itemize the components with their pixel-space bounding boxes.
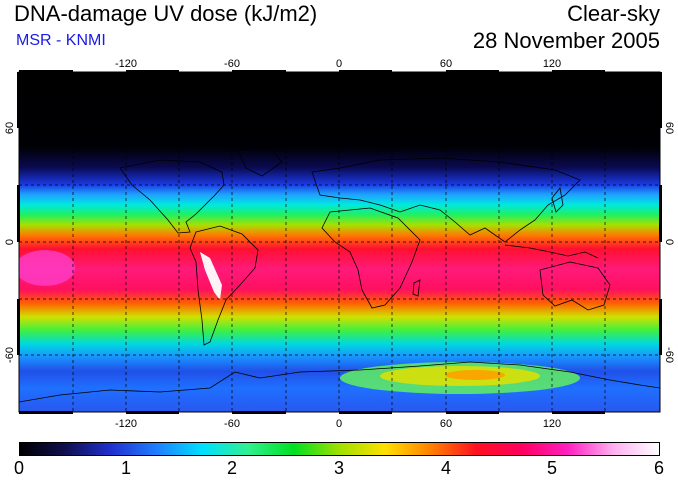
pacific-pink-region [19, 250, 75, 286]
lon-tick-top: -60 [224, 58, 240, 70]
lat-tick-left: 0 [4, 239, 16, 245]
map-title: DNA-damage UV dose (kJ/m2) [14, 1, 318, 26]
lon-tick-bottom: 0 [336, 418, 342, 430]
colorbar-label: 6 [653, 458, 665, 478]
uv-dose-map: -120 -60 0 60 120 -120 -60 0 60 120 60 0… [4, 58, 675, 430]
colorbar-label: 4 [440, 458, 452, 478]
andes-maximum [200, 252, 222, 300]
colorbar-label: 5 [546, 458, 558, 478]
lat-tick-right: 60 [663, 122, 675, 134]
colorbar-label: 0 [13, 458, 25, 478]
lon-tick-top: 60 [440, 58, 452, 70]
lat-tick-right: 0 [663, 239, 675, 245]
source-label: MSR - KNMI [16, 32, 106, 49]
coastlines [19, 147, 660, 403]
lon-tick-bottom: 120 [543, 418, 561, 430]
sky-condition-label: Clear-sky [567, 1, 660, 26]
frame-ticks [17, 70, 662, 414]
colorbar-label: 2 [226, 458, 238, 478]
lon-tick-bottom: -120 [115, 418, 137, 430]
date-label: 28 November 2005 [472, 28, 660, 53]
lon-tick-bottom: 60 [440, 418, 452, 430]
lat-tick-left: 60 [4, 122, 16, 134]
colorbar-label: 1 [120, 458, 132, 478]
lon-tick-bottom: -60 [224, 418, 240, 430]
lon-tick-top: -120 [115, 58, 137, 70]
graticule [19, 72, 660, 412]
lat-tick-left: -60 [4, 347, 16, 363]
antarctic-core-uv [445, 370, 505, 380]
lon-tick-top: 120 [543, 58, 561, 70]
lat-tick-right: -60 [663, 347, 675, 363]
colorbar-label: 3 [333, 458, 345, 478]
colorbar [19, 442, 660, 456]
lon-tick-top: 0 [336, 58, 342, 70]
